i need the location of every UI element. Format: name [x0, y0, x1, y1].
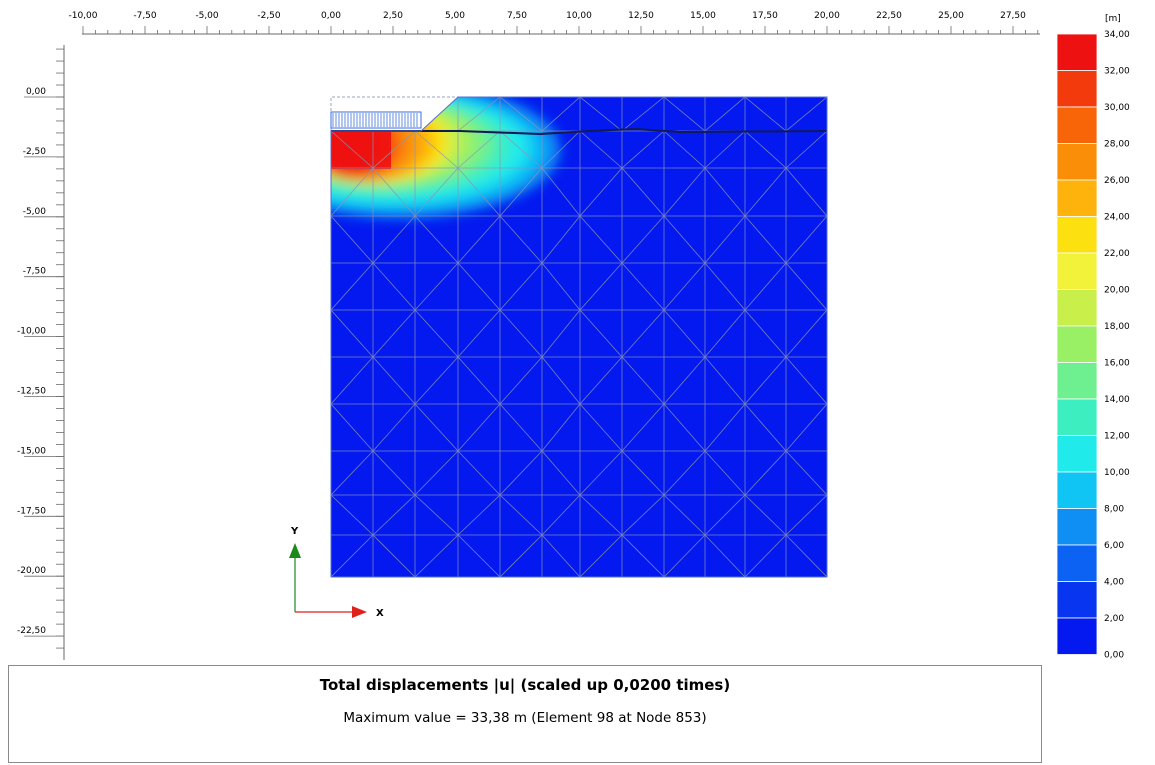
caption-subtitle: Maximum value = 33,38 m (Element 98 at N… [343, 710, 707, 726]
axis-indicator: X Y [289, 526, 384, 619]
legend-value: 12,00 [1104, 432, 1130, 442]
legend-swatch [1056, 216, 1098, 254]
soil-body [331, 97, 827, 577]
top-ruler: -10,00 -7,50 -5,00 -2,50 0,00 2,50 5,00 7,50 10,… [68, 11, 1040, 35]
legend-value: 22,00 [1104, 249, 1130, 259]
legend-value: 24,00 [1104, 213, 1130, 223]
legend-value: 8,00 [1104, 505, 1124, 515]
x-tick-label: 10,00 [566, 11, 592, 21]
axis-x-label: X [376, 608, 384, 619]
legend-swatch [1056, 70, 1098, 108]
legend-swatch [1056, 143, 1098, 181]
legend-value: 10,00 [1104, 468, 1130, 478]
y-tick-label: -22,50 [17, 626, 46, 636]
model-geometry [330, 96, 828, 578]
displacement-contours [331, 97, 560, 218]
legend-value: 28,00 [1104, 140, 1130, 150]
legend-swatch [1056, 289, 1098, 327]
finite-element-mesh [331, 97, 827, 577]
x-tick-label: 15,00 [690, 11, 716, 21]
x-tick-label: 20,00 [814, 11, 840, 21]
legend-swatch [1056, 508, 1098, 546]
legend-unit: [m] [1105, 14, 1121, 24]
legend-swatch [1056, 252, 1098, 290]
legend-value: 30,00 [1104, 103, 1130, 113]
y-tick-label: -10,00 [17, 327, 46, 337]
x-tick-label: -7,50 [133, 11, 157, 21]
legend-value: 0,00 [1104, 651, 1124, 661]
y-tick-label: 0,00 [26, 87, 46, 97]
y-tick-label: -7,50 [23, 267, 47, 277]
x-tick-label: 27,50 [1000, 11, 1026, 21]
x-tick-label: -2,50 [257, 11, 281, 21]
legend-swatch [1056, 471, 1098, 509]
legend-swatch [1056, 33, 1098, 71]
y-tick-label: -2,50 [23, 147, 47, 157]
distributed-load [330, 111, 422, 129]
x-tick-label: 25,00 [938, 11, 964, 21]
ground-surface-line [331, 127, 828, 136]
legend-swatch [1056, 179, 1098, 217]
legend-swatch [1056, 544, 1098, 582]
x-tick-label: 22,50 [876, 11, 902, 21]
x-tick-label: 12,50 [628, 11, 654, 21]
legend-swatch [1056, 106, 1098, 144]
legend-value: 14,00 [1104, 395, 1130, 405]
y-arrow-icon [289, 543, 301, 558]
legend-value: 18,00 [1104, 322, 1130, 332]
y-tick-label: -5,00 [23, 207, 47, 217]
x-tick-label: 7,50 [507, 11, 527, 21]
caption-title: Total displacements |u| (scaled up 0,020… [319, 676, 731, 694]
legend-value: 6,00 [1104, 541, 1124, 551]
x-tick-label: 2,50 [383, 11, 403, 21]
x-tick-label: -10,00 [68, 11, 97, 21]
legend-value: 2,00 [1104, 614, 1124, 624]
legend-swatch [1056, 581, 1098, 619]
y-tick-label: -15,00 [17, 446, 46, 456]
axis-y-label: Y [290, 526, 299, 537]
legend-value: 4,00 [1104, 578, 1124, 588]
legend-swatch [1056, 435, 1098, 473]
legend-value: 20,00 [1104, 286, 1130, 296]
y-tick-label: -20,00 [17, 566, 46, 576]
y-tick-label: -17,50 [17, 506, 46, 516]
x-tick-label: 0,00 [321, 11, 341, 21]
legend-value: 32,00 [1104, 67, 1130, 77]
y-tick-label: -12,50 [17, 387, 46, 397]
x-arrow-icon [352, 606, 367, 618]
x-tick-label: 17,50 [752, 11, 778, 21]
legend-value: 16,00 [1104, 359, 1130, 369]
x-tick-label: 5,00 [445, 11, 465, 21]
legend-value: 26,00 [1104, 176, 1130, 186]
legend-swatch [1056, 617, 1098, 655]
left-ruler: 0,00 -2,50 -5,00 -7,50 -10,00 -12,50 -15,00 -17… [17, 45, 65, 660]
color-legend: [m] 34,00 32,00 30,00 28,00 26,00 24,00 22,00 2… [1056, 14, 1130, 661]
legend-swatch [1056, 362, 1098, 400]
legend-swatch [1056, 398, 1098, 436]
caption-panel: Total displacements |u| (scaled up 0,020… [8, 665, 1042, 763]
legend-swatch [1056, 325, 1098, 363]
legend-value: 34,00 [1104, 30, 1130, 40]
x-tick-label: -5,00 [195, 11, 219, 21]
